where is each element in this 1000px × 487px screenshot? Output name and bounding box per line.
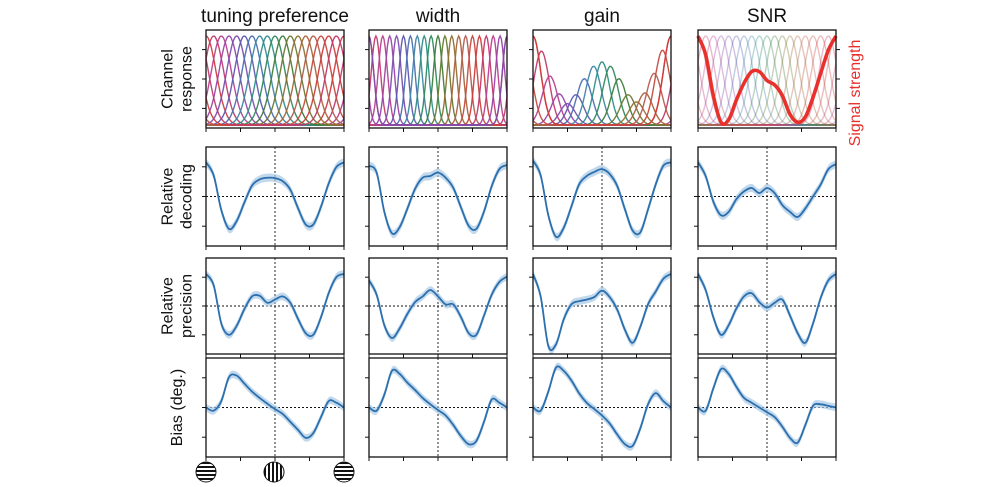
grating-icon-1-vertical-grating (263, 461, 285, 483)
secondary-axis-label: Signal strength (847, 40, 864, 147)
grating-icon-stripe-0-0 (196, 462, 216, 464)
panel-bias-deg-gain-mean-line (532, 365, 672, 448)
panel-relative-decoding-gain-mean-line (532, 160, 672, 239)
column-title-width: width (415, 6, 460, 27)
panel-channel-response-snr-channel-4 (697, 35, 837, 126)
panel-bias-deg-tuning-preference-mean-line (205, 373, 345, 439)
panel-relative-precision-width-error-band (369, 272, 507, 342)
grating-icon-stripe-0-12 (196, 474, 216, 476)
column-title-snr: SNR (747, 6, 787, 27)
grating-icon-stripe-1-8 (272, 462, 274, 482)
panel-relative-decoding-width-mean-line (368, 164, 508, 235)
panel-channel-response-width-bg (369, 30, 507, 128)
panel-relative-precision-snr-error-band (698, 270, 836, 347)
panel-relative-decoding-snr-mean-line (697, 161, 837, 218)
grating-icon-stripe-2-0 (334, 462, 354, 464)
row-label-channel-response-line-1: response (179, 46, 196, 112)
row-label-bias-deg-line-0: Bias (deg.) (169, 369, 186, 446)
grating-icon-stripe-1-0 (264, 462, 266, 482)
row-label-relative-precision-line-1: precision (179, 274, 196, 338)
column-title-tuning-preference: tuning preference (201, 6, 349, 27)
panel-channel-response-snr-channel-2 (697, 35, 837, 126)
row-label-relative-precision-line-0: Relative (160, 277, 177, 335)
panel-relative-precision-tuning-preference-mean-line (205, 273, 345, 338)
row-label-relative-decoding-line-1: decoding (179, 164, 196, 229)
panel-bias-deg-width-mean-line (368, 368, 508, 446)
panel-channel-response-snr-channel-3 (697, 35, 837, 126)
grating-icon-stripe-2-8 (334, 470, 354, 472)
grating-icon-stripe-0-16 (196, 478, 216, 480)
row-label-channel-response-line-0: Channel (160, 49, 177, 109)
panel-relative-precision-snr-mean-line (697, 273, 837, 344)
panel-channel-response-gain-channel-16 (532, 35, 672, 126)
grating-icon-stripe-1-12 (276, 462, 278, 482)
panel-bias-deg-tuning-preference-error-band (206, 370, 344, 442)
column-title-gain: gain (584, 6, 620, 27)
panel-bias-deg-width-error-band (369, 365, 507, 449)
grating-icon-stripes-2 (334, 462, 354, 480)
grating-icon-stripe-2-12 (334, 474, 354, 476)
grating-icon-stripe-2-4 (334, 466, 354, 468)
panel-relative-precision-width-mean-line (368, 275, 508, 339)
grating-icon-stripes-1 (264, 462, 282, 482)
grating-icon-stripe-1-16 (280, 462, 282, 482)
panel-channel-response-tuning-preference-bg (206, 30, 344, 128)
panel-relative-precision-tuning-preference-error-band (206, 270, 344, 341)
panel-bias-deg-snr-mean-line (697, 367, 837, 445)
grating-icon-stripes-0 (196, 462, 216, 480)
panel-relative-decoding-tuning-preference-mean-line (205, 161, 345, 231)
grating-icon-stripe-2-16 (334, 478, 354, 480)
grating-icon-stripe-0-8 (196, 470, 216, 472)
panel-channel-response-width-channel-20 (368, 35, 508, 126)
grating-icon-2-horizontal-grating (333, 461, 355, 483)
grating-icon-0-horizontal-grating (195, 461, 217, 483)
grating-icon-stripe-0-4 (196, 466, 216, 468)
row-label-relative-decoding-line-0: Relative (160, 168, 177, 226)
panel-channel-response-snr-channel-5 (698, 35, 836, 126)
panel-channel-response-snr-channel-1 (697, 35, 837, 126)
grating-icon-stripe-1-4 (268, 462, 270, 482)
panel-relative-precision-gain-mean-line (532, 273, 672, 352)
panel-channel-response-tuning-preference-channel-17 (205, 35, 345, 126)
panel-channel-response-snr-signal-strength-line (696, 35, 838, 127)
panel-relative-precision-gain-error-band (533, 270, 671, 355)
